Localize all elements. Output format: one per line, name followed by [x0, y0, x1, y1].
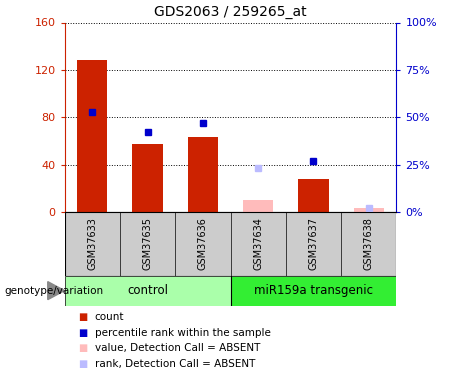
- Text: GSM37634: GSM37634: [253, 217, 263, 270]
- Bar: [77, 60, 107, 212]
- Bar: [188, 137, 218, 212]
- Text: ■: ■: [78, 344, 88, 353]
- Text: percentile rank within the sample: percentile rank within the sample: [95, 328, 271, 338]
- Bar: [243, 200, 273, 212]
- Bar: [354, 209, 384, 212]
- Text: miR159a transgenic: miR159a transgenic: [254, 284, 373, 297]
- Bar: [65, 276, 230, 306]
- Text: GSM37636: GSM37636: [198, 217, 208, 270]
- Text: ■: ■: [78, 359, 88, 369]
- Text: rank, Detection Call = ABSENT: rank, Detection Call = ABSENT: [95, 359, 255, 369]
- Text: control: control: [127, 284, 168, 297]
- Text: GSM37633: GSM37633: [87, 217, 97, 270]
- Text: ■: ■: [78, 312, 88, 322]
- Text: genotype/variation: genotype/variation: [5, 286, 104, 296]
- Text: count: count: [95, 312, 124, 322]
- Bar: [298, 179, 329, 212]
- Text: ■: ■: [78, 328, 88, 338]
- Text: value, Detection Call = ABSENT: value, Detection Call = ABSENT: [95, 344, 260, 353]
- Text: GSM37637: GSM37637: [308, 217, 319, 270]
- Text: GSM37635: GSM37635: [142, 217, 153, 270]
- Text: GSM37638: GSM37638: [364, 217, 374, 270]
- Bar: [230, 276, 396, 306]
- Bar: [132, 144, 163, 212]
- Polygon shape: [48, 282, 65, 300]
- Title: GDS2063 / 259265_at: GDS2063 / 259265_at: [154, 5, 307, 19]
